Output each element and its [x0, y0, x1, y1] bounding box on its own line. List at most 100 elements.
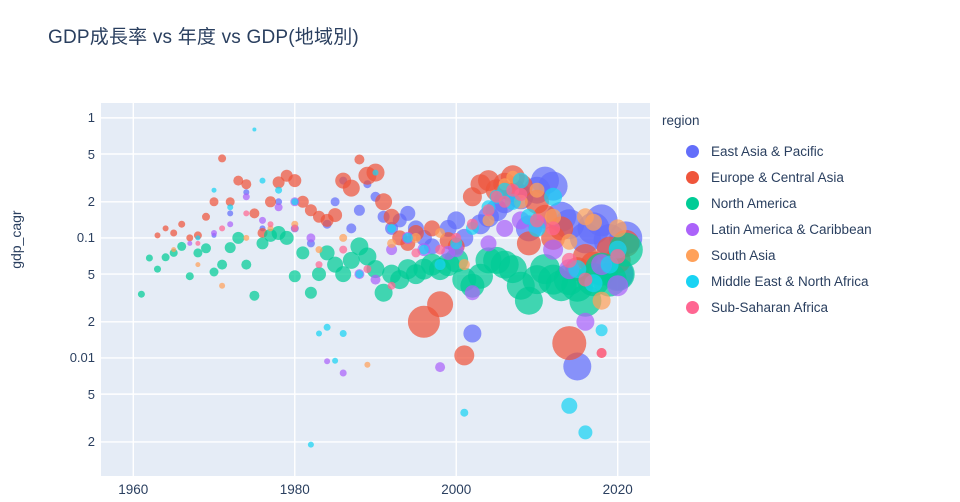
- data-bubble[interactable]: [219, 282, 226, 289]
- data-bubble[interactable]: [480, 235, 497, 252]
- data-bubble[interactable]: [312, 267, 326, 282]
- data-bubble[interactable]: [435, 244, 446, 255]
- data-bubble[interactable]: [460, 408, 469, 417]
- data-bubble[interactable]: [145, 254, 153, 262]
- data-bubble[interactable]: [354, 154, 365, 165]
- data-bubble[interactable]: [458, 259, 470, 271]
- data-bubble[interactable]: [610, 249, 626, 264]
- data-bubble[interactable]: [387, 238, 397, 248]
- data-bubble[interactable]: [482, 204, 495, 217]
- data-bubble[interactable]: [154, 265, 161, 273]
- data-bubble[interactable]: [434, 259, 446, 271]
- data-bubble[interactable]: [288, 174, 302, 188]
- data-bubble[interactable]: [561, 397, 578, 414]
- data-bubble[interactable]: [482, 214, 495, 227]
- data-bubble[interactable]: [304, 286, 317, 299]
- data-bubble[interactable]: [400, 205, 416, 221]
- data-bubble[interactable]: [342, 251, 360, 269]
- data-bubble[interactable]: [195, 235, 201, 241]
- data-bubble[interactable]: [454, 345, 475, 366]
- data-bubble[interactable]: [241, 179, 252, 190]
- data-bubble[interactable]: [186, 234, 194, 242]
- data-bubble[interactable]: [296, 195, 309, 208]
- data-bubble[interactable]: [512, 172, 529, 189]
- data-bubble[interactable]: [227, 204, 234, 211]
- data-bubble[interactable]: [288, 270, 301, 283]
- data-bubble[interactable]: [464, 285, 480, 301]
- data-bubble[interactable]: [291, 224, 299, 232]
- data-bubble[interactable]: [374, 283, 393, 302]
- data-bubble[interactable]: [578, 272, 593, 287]
- data-bubble[interactable]: [595, 324, 608, 337]
- data-bubble[interactable]: [435, 228, 446, 238]
- data-bubble[interactable]: [402, 232, 413, 243]
- data-bubble[interactable]: [339, 369, 347, 377]
- data-bubble[interactable]: [224, 242, 236, 254]
- data-bubble[interactable]: [243, 234, 250, 241]
- data-bubble[interactable]: [249, 290, 260, 301]
- data-bubble[interactable]: [328, 208, 343, 223]
- data-bubble[interactable]: [383, 208, 400, 225]
- data-bubble[interactable]: [530, 213, 544, 228]
- data-bubble[interactable]: [330, 197, 340, 207]
- data-bubble[interactable]: [217, 259, 228, 270]
- data-bubble[interactable]: [516, 231, 541, 256]
- data-bubble[interactable]: [252, 127, 257, 132]
- data-bubble[interactable]: [185, 272, 194, 281]
- data-bubble[interactable]: [296, 246, 310, 260]
- data-bubble[interactable]: [219, 225, 226, 232]
- data-bubble[interactable]: [592, 291, 611, 310]
- data-bubble[interactable]: [209, 267, 219, 277]
- data-bubble[interactable]: [193, 248, 203, 258]
- data-bubble[interactable]: [496, 219, 514, 237]
- data-bubble[interactable]: [232, 231, 245, 244]
- data-bubble[interactable]: [552, 326, 587, 361]
- data-bubble[interactable]: [265, 196, 276, 208]
- data-bubble[interactable]: [267, 225, 274, 232]
- data-bubble[interactable]: [259, 216, 266, 224]
- data-bubble[interactable]: [543, 239, 564, 260]
- data-bubble[interactable]: [242, 193, 250, 201]
- data-bubble[interactable]: [195, 240, 201, 246]
- data-bubble[interactable]: [339, 233, 348, 242]
- data-bubble[interactable]: [375, 193, 393, 211]
- legend-item-south-asia[interactable]: South Asia: [662, 242, 952, 268]
- data-bubble[interactable]: [387, 281, 396, 290]
- data-bubble[interactable]: [315, 261, 323, 269]
- data-bubble[interactable]: [315, 246, 323, 254]
- data-bubble[interactable]: [201, 243, 211, 254]
- data-bubble[interactable]: [209, 197, 219, 207]
- data-bubble[interactable]: [463, 324, 482, 343]
- data-bubble[interactable]: [316, 330, 322, 337]
- data-bubble[interactable]: [225, 197, 235, 207]
- data-bubble[interactable]: [227, 210, 234, 217]
- data-bubble[interactable]: [466, 218, 478, 230]
- legend-item-europe-central-asia[interactable]: Europe & Central Asia: [662, 164, 952, 190]
- data-bubble[interactable]: [324, 358, 331, 365]
- data-bubble[interactable]: [304, 204, 317, 217]
- data-bubble[interactable]: [544, 187, 563, 206]
- data-bubble[interactable]: [233, 175, 244, 186]
- data-bubble[interactable]: [529, 182, 545, 198]
- data-bubble[interactable]: [306, 233, 316, 243]
- data-bubble[interactable]: [435, 362, 446, 373]
- data-bubble[interactable]: [241, 259, 252, 270]
- data-bubble[interactable]: [218, 154, 227, 163]
- data-bubble[interactable]: [576, 312, 595, 331]
- data-bubble[interactable]: [498, 195, 511, 208]
- data-bubble[interactable]: [323, 323, 331, 331]
- data-bubble[interactable]: [342, 179, 360, 197]
- data-bubble[interactable]: [363, 265, 372, 274]
- data-bubble[interactable]: [353, 204, 365, 216]
- data-bubble[interactable]: [272, 176, 285, 189]
- data-bubble[interactable]: [202, 212, 210, 221]
- data-bubble[interactable]: [243, 210, 250, 217]
- data-bubble[interactable]: [162, 225, 169, 232]
- data-bubble[interactable]: [370, 274, 381, 285]
- legend-item-latin-america-caribbean[interactable]: Latin America & Caribbean: [662, 216, 952, 242]
- data-bubble[interactable]: [279, 230, 294, 245]
- data-bubble[interactable]: [366, 260, 385, 279]
- data-bubble[interactable]: [274, 203, 283, 212]
- data-bubble[interactable]: [410, 232, 421, 243]
